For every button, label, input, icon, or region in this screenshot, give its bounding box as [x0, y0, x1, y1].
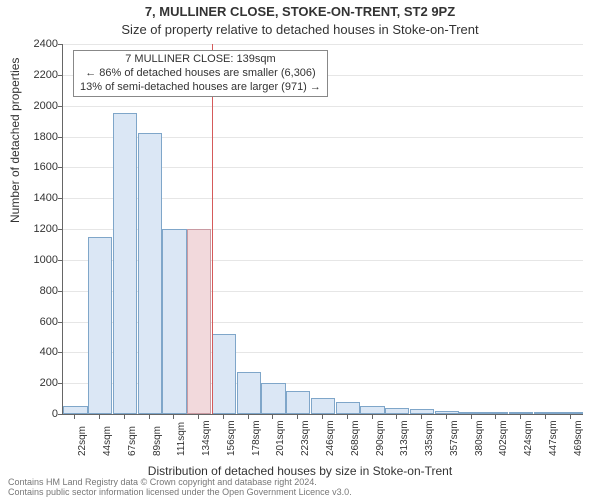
histogram-bar: [261, 383, 285, 414]
ytick-mark: [58, 229, 63, 230]
ytick-mark: [58, 322, 63, 323]
xtick-label: 290sqm: [375, 420, 386, 456]
xtick-label: 357sqm: [449, 420, 460, 456]
ytick-mark: [58, 106, 63, 107]
xtick-label: 335sqm: [424, 420, 435, 456]
histogram-bar: [311, 398, 335, 414]
ytick-label: 800: [40, 285, 58, 297]
reference-line: [212, 44, 213, 414]
ytick-label: 2200: [34, 69, 58, 81]
xtick-mark: [198, 414, 199, 419]
xtick-mark: [347, 414, 348, 419]
xtick-label: 134sqm: [201, 420, 212, 456]
annotation-line3: 13% of semi-detached houses are larger (…: [80, 81, 321, 95]
ytick-label: 1600: [34, 161, 58, 173]
ytick-mark: [58, 383, 63, 384]
y-axis-ticks: 0200400600800100012001400160018002000220…: [0, 44, 62, 414]
gridline: [63, 106, 583, 107]
xtick-label: 44sqm: [102, 426, 113, 456]
histogram-bar: [336, 402, 360, 414]
xtick-label: 156sqm: [226, 420, 237, 456]
ytick-label: 1000: [34, 254, 58, 266]
ytick-mark: [58, 167, 63, 168]
ytick-label: 2400: [34, 38, 58, 50]
xtick-mark: [471, 414, 472, 419]
plot-area: 7 MULLINER CLOSE: 139sqm ← 86% of detach…: [62, 44, 583, 415]
footer-attribution: Contains HM Land Registry data © Crown c…: [8, 478, 352, 498]
x-axis-title: Distribution of detached houses by size …: [0, 464, 600, 478]
histogram-bar: [88, 237, 112, 414]
xtick-mark: [396, 414, 397, 419]
ytick-label: 400: [40, 346, 58, 358]
annotation-line1: 7 MULLINER CLOSE: 139sqm: [80, 53, 321, 67]
xtick-mark: [99, 414, 100, 419]
ytick-mark: [58, 260, 63, 261]
ytick-label: 1400: [34, 192, 58, 204]
xtick-mark: [74, 414, 75, 419]
xtick-label: 380sqm: [474, 420, 485, 456]
histogram-bar: [138, 133, 162, 414]
histogram-bar: [212, 334, 236, 414]
xtick-label: 67sqm: [127, 426, 138, 456]
xtick-mark: [149, 414, 150, 419]
xtick-label: 268sqm: [350, 420, 361, 456]
xtick-mark: [545, 414, 546, 419]
gridline: [63, 44, 583, 45]
xtick-mark: [124, 414, 125, 419]
xtick-label: 469sqm: [573, 420, 584, 456]
histogram-bar: [360, 406, 384, 414]
xtick-mark: [248, 414, 249, 419]
ytick-label: 1800: [34, 131, 58, 143]
ytick-label: 1200: [34, 223, 58, 235]
xtick-mark: [570, 414, 571, 419]
histogram-chart: 7, MULLINER CLOSE, STOKE-ON-TRENT, ST2 9…: [0, 0, 600, 500]
ytick-mark: [58, 352, 63, 353]
xtick-mark: [372, 414, 373, 419]
histogram-bar: [286, 391, 310, 414]
ytick-label: 2000: [34, 100, 58, 112]
xtick-label: 89sqm: [152, 426, 163, 456]
xtick-label: 424sqm: [523, 420, 534, 456]
ytick-label: 200: [40, 377, 58, 389]
xtick-mark: [297, 414, 298, 419]
xtick-label: 111sqm: [176, 422, 187, 456]
ytick-mark: [58, 137, 63, 138]
histogram-bar: [237, 372, 261, 414]
footer-line2: Contains public sector information licen…: [8, 488, 352, 498]
histogram-bar-highlight: [187, 229, 211, 414]
xtick-mark: [322, 414, 323, 419]
xtick-mark: [495, 414, 496, 419]
xtick-mark: [446, 414, 447, 419]
ytick-mark: [58, 44, 63, 45]
annotation-box: 7 MULLINER CLOSE: 139sqm ← 86% of detach…: [73, 50, 328, 97]
ytick-label: 600: [40, 316, 58, 328]
xtick-mark: [272, 414, 273, 419]
xtick-label: 201sqm: [275, 420, 286, 456]
xtick-label: 313sqm: [399, 420, 410, 456]
xtick-label: 447sqm: [548, 420, 559, 456]
xtick-label: 178sqm: [251, 420, 262, 456]
xtick-mark: [520, 414, 521, 419]
histogram-bar: [113, 113, 137, 414]
chart-title-line2: Size of property relative to detached ho…: [0, 22, 600, 37]
xtick-label: 402sqm: [498, 420, 509, 456]
x-axis-ticks: 22sqm 44sqm 67sqm 89sqm 111sqm 134sqm 156sqm 17…: [62, 414, 582, 464]
xtick-mark: [223, 414, 224, 419]
histogram-bar: [162, 229, 186, 414]
ytick-mark: [58, 291, 63, 292]
chart-title-line1: 7, MULLINER CLOSE, STOKE-ON-TRENT, ST2 9…: [0, 4, 600, 19]
xtick-mark: [173, 414, 174, 419]
xtick-mark: [421, 414, 422, 419]
xtick-label: 223sqm: [300, 420, 311, 456]
xtick-label: 246sqm: [325, 420, 336, 456]
annotation-line2: ← 86% of detached houses are smaller (6,…: [80, 67, 321, 81]
ytick-mark: [58, 75, 63, 76]
histogram-bar: [63, 406, 87, 414]
xtick-label: 22sqm: [77, 426, 88, 456]
ytick-mark: [58, 198, 63, 199]
